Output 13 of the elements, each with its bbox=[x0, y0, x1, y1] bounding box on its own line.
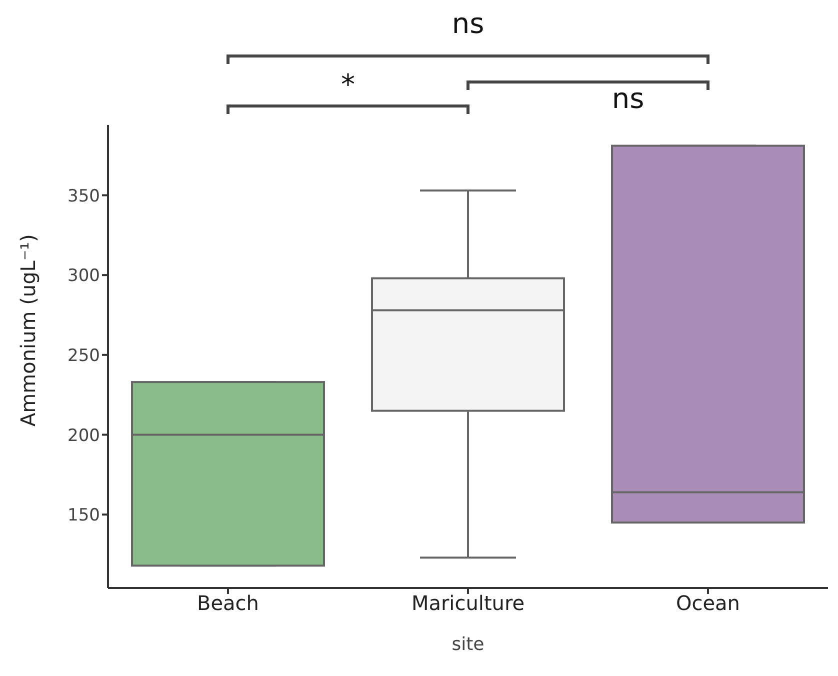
y-tick-label: 150 bbox=[68, 506, 100, 526]
y-tick-label: 200 bbox=[68, 426, 100, 446]
y-tick-label: 350 bbox=[68, 186, 100, 206]
x-tick-label: Mariculture bbox=[411, 591, 525, 616]
text: ns bbox=[452, 7, 484, 40]
text: * bbox=[341, 68, 355, 101]
x-tick-label: Beach bbox=[197, 591, 259, 616]
x-tick-label: Ocean bbox=[676, 591, 740, 616]
y-tick-label: 300 bbox=[68, 266, 100, 286]
y-axis-title: Ammonium (ugL⁻¹) bbox=[16, 234, 40, 426]
y-tick-label: 250 bbox=[68, 346, 100, 366]
text: ns bbox=[612, 82, 644, 115]
x-axis-title: site bbox=[452, 634, 484, 655]
